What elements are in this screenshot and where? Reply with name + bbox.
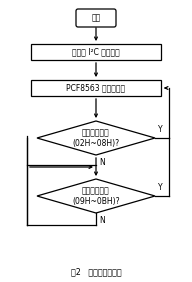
Bar xyxy=(31,44,161,60)
Text: Y: Y xyxy=(158,183,163,192)
Bar xyxy=(31,80,161,96)
Text: 更新测量次数
(09H~0BH)?: 更新测量次数 (09H~0BH)? xyxy=(72,186,120,206)
Text: Y: Y xyxy=(158,125,163,134)
Text: 初始化 I²C 功能引脚: 初始化 I²C 功能引脚 xyxy=(72,47,120,56)
Text: 图2   实时时钟流程图: 图2 实时时钟流程图 xyxy=(71,268,121,276)
Text: 设定日期时间
(02H~08H)?: 设定日期时间 (02H~08H)? xyxy=(72,128,120,148)
Text: PCF8563 寄存器设置: PCF8563 寄存器设置 xyxy=(66,83,126,92)
FancyBboxPatch shape xyxy=(76,9,116,27)
Polygon shape xyxy=(37,121,155,155)
Text: N: N xyxy=(99,216,105,225)
Text: 开始: 开始 xyxy=(91,14,101,23)
Text: N: N xyxy=(99,158,105,167)
Polygon shape xyxy=(37,179,155,213)
